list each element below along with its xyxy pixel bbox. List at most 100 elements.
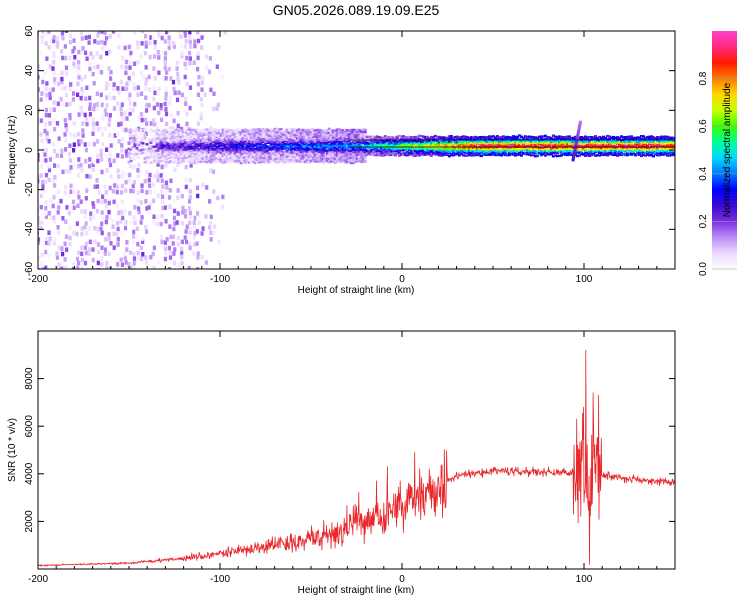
noise-cell [100,31,104,34]
band-cell [297,128,301,131]
noise-cell [208,225,212,230]
noise-cell [108,132,112,138]
band-cell [632,151,635,155]
noise-cell [100,199,104,205]
band-cell [179,155,183,158]
band-cell [135,128,139,131]
noise-cell [215,106,219,111]
noise-cell [69,189,73,194]
band-cell [577,136,581,139]
noise-cell [175,220,179,225]
band-cell [445,140,449,143]
band-cell [303,132,307,136]
band-cell [315,141,319,144]
band-cell [389,153,393,157]
noise-cell [163,101,167,107]
band-cell [305,158,309,162]
band-cell [361,152,365,155]
band-cell [331,131,335,134]
band-cell [213,142,217,145]
band-cell [475,153,479,156]
band-cell [145,143,149,146]
band-cell [131,157,135,160]
band-cell [337,152,341,156]
band-cell [425,147,429,150]
band-cell [429,135,433,139]
band-cell [355,134,359,137]
band-cell [255,147,259,151]
noise-cell [105,215,109,220]
band-cell [353,159,357,162]
band-cell [317,135,321,138]
band-cell [477,154,481,157]
noise-cell [112,199,116,205]
noise-cell [167,101,171,106]
band-cell [459,146,463,149]
noise-cell [157,260,161,266]
band-cell [333,129,337,132]
band-cell [275,161,279,164]
noise-cell [45,92,49,98]
band-cell [187,158,191,161]
band-cell [495,135,499,138]
band-cell [189,141,193,144]
band-cell [567,151,571,154]
noise-cell [144,260,149,265]
band-cell [497,150,501,153]
band-cell [191,150,195,154]
noise-cell [140,236,144,241]
band-cell [425,138,429,141]
noise-cell [71,97,75,102]
band-cell [279,128,283,131]
band-cell [325,144,329,147]
band-cell [449,140,453,143]
band-cell [549,137,553,140]
noise-cell [52,215,56,221]
band-cell [201,139,205,142]
noise-cell [85,121,89,127]
band-cell [163,150,167,154]
band-cell [167,132,171,135]
band-cell [658,143,661,146]
band-cell [249,130,253,134]
band-cell [355,129,359,132]
band-cell [295,143,299,146]
noise-cell [180,194,184,199]
band-cell [319,139,323,142]
band-cell [313,140,317,143]
noise-cell [141,252,145,257]
noise-cell [176,60,180,65]
band-cell [407,143,411,146]
noise-cell [107,251,111,257]
band-cell [622,147,625,151]
band-cell [265,151,269,155]
noise-cell [128,133,132,138]
band-cell [235,152,239,155]
noise-cell [97,190,101,195]
band-cell [129,148,133,151]
noise-cell [69,132,73,137]
noise-cell [60,76,64,82]
noise-cell [75,256,80,262]
snr-y-label: SNR (10 * v/v) [7,418,18,482]
band-cell [225,137,229,140]
band-cell [590,141,593,145]
noise-cell [96,64,100,70]
noise-cell [112,95,116,101]
spike-cell [578,122,582,126]
noise-cell [196,255,200,260]
noise-cell [47,230,51,235]
noise-cell [52,219,56,224]
band-cell [241,148,245,151]
band-cell [137,149,141,152]
band-cell [175,133,179,136]
band-cell [670,141,673,144]
band-cell [311,145,315,148]
band-cell [303,131,307,134]
band-cell [245,142,249,145]
noise-cell [38,178,40,184]
band-cell [435,148,439,151]
band-cell [559,141,563,144]
band-cell [563,137,567,141]
noise-cell [144,199,148,204]
